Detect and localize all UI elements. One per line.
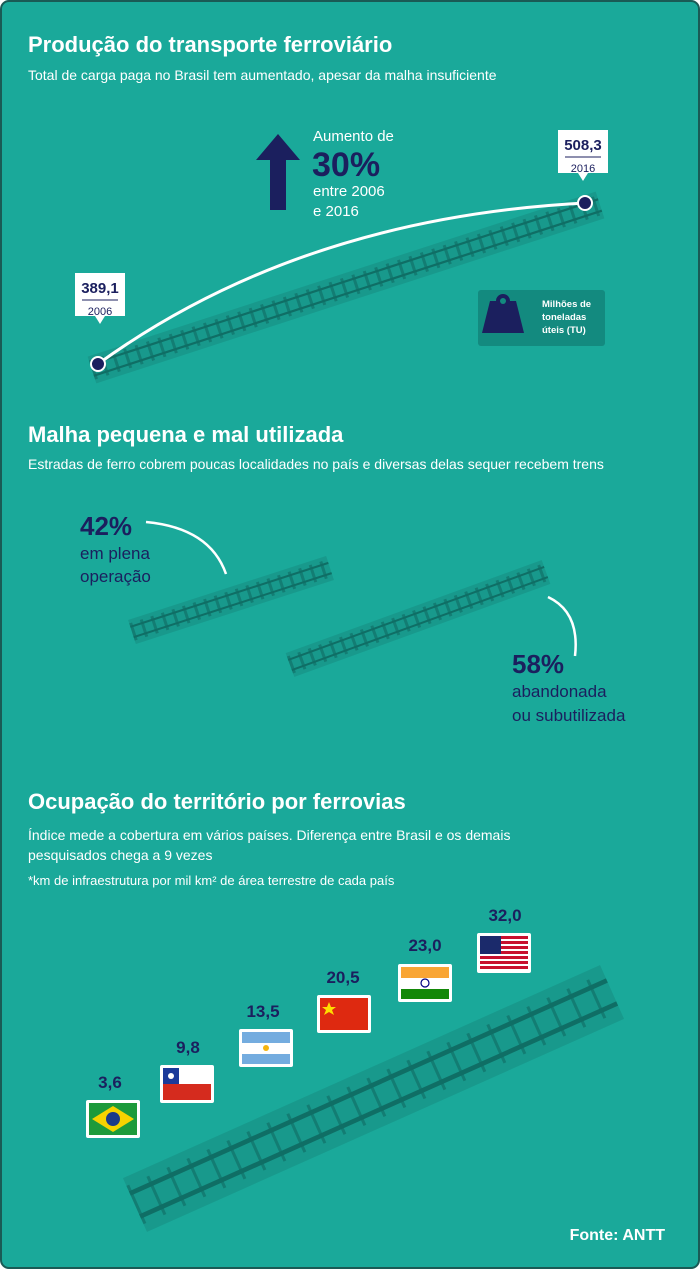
value-callout: 508,3 2016: [558, 130, 608, 181]
track-part: [93, 209, 603, 377]
year: 2016: [571, 163, 595, 175]
track-part: [291, 576, 549, 672]
point: [577, 195, 593, 211]
flag-china: [317, 995, 371, 1033]
share-label: abandonada: [512, 682, 607, 701]
value-callout: 389,1 2006: [75, 273, 125, 324]
track-part: [286, 563, 550, 674]
increase-label: Aumento de: [313, 128, 394, 145]
section-subtitle: Estradas de ferro cobrem poucas localida…: [28, 456, 604, 472]
flag-usa: [477, 933, 531, 973]
section-subtitle: Índice mede a cobertura em vários países…: [28, 827, 510, 843]
legend-text: úteis (TU): [542, 325, 586, 336]
track-part: [88, 195, 604, 380]
share-value: 58%: [512, 649, 564, 679]
legend-text: toneladas: [542, 312, 586, 323]
unit-legend: Milhões de toneladas úteis (TU): [478, 290, 605, 346]
increase-value: 30%: [312, 146, 380, 184]
track-part: [130, 561, 329, 628]
flag-india: [398, 964, 452, 1002]
flag-chile: [160, 1065, 214, 1103]
increase-period: e 2016: [313, 203, 359, 220]
pointer: [145, 520, 228, 575]
country-value: 32,0: [488, 906, 521, 925]
up-arrow: [256, 134, 300, 210]
track-part: [287, 565, 545, 661]
tracks: [87, 191, 624, 1232]
section-title: Malha pequena e mal utilizada: [28, 422, 344, 447]
track-part: [133, 572, 332, 639]
share-label: operação: [80, 567, 151, 586]
flag-brazil: [86, 1100, 140, 1138]
track-part: [123, 965, 624, 1232]
share-value: 42%: [80, 511, 132, 541]
country-value: 23,0: [408, 936, 441, 955]
section-title: Ocupação do território por ferrovias: [28, 789, 406, 814]
flag-argentina: [239, 1029, 293, 1067]
section-subtitle: Total de carga paga no Brasil tem aument…: [28, 67, 497, 83]
year: 2006: [88, 306, 112, 318]
section-subtitle: pesquisados chega a 9 vezes: [28, 847, 212, 863]
country-value: 9,8: [176, 1038, 200, 1057]
growth-curve: [97, 201, 586, 366]
country-value: 13,5: [246, 1002, 279, 1021]
track-part: [139, 1001, 619, 1219]
point: [90, 356, 106, 372]
value: 389,1: [81, 280, 119, 297]
share-label: ou subutilizada: [512, 706, 626, 725]
pointer: [547, 595, 577, 657]
track-part: [129, 559, 333, 641]
value: 508,3: [564, 137, 602, 154]
section-title: Produção do transporte ferroviário: [28, 32, 392, 57]
track-part: [128, 978, 608, 1196]
source: Fonte: ANTT: [570, 1227, 666, 1244]
track-part: [89, 198, 599, 366]
country-value: 20,5: [326, 968, 359, 987]
footnote: *km de infraestrutura por mil km² de áre…: [28, 873, 395, 888]
share-label: em plena: [80, 544, 150, 563]
legend-text: Milhões de: [542, 299, 591, 310]
country-value: 3,6: [98, 1073, 122, 1092]
increase-period: entre 2006: [313, 183, 385, 200]
